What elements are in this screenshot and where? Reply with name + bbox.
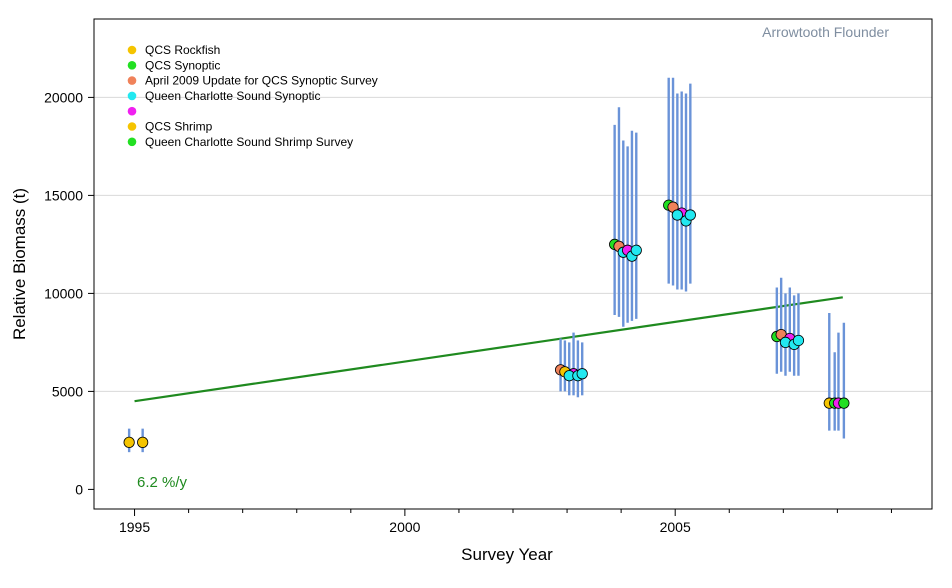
chart-title: Arrowtooth Flounder bbox=[762, 24, 889, 40]
y-tick-label: 10000 bbox=[44, 285, 83, 301]
data-point bbox=[838, 397, 850, 409]
legend-marker bbox=[127, 45, 137, 55]
error-bars bbox=[127, 77, 846, 453]
trend-rate-label: 6.2 %/y bbox=[137, 474, 188, 491]
legend-label: Queen Charlotte Sound Synoptic bbox=[145, 89, 320, 103]
data-points bbox=[123, 199, 850, 448]
y-tick-label: 15000 bbox=[44, 187, 83, 203]
data-point bbox=[792, 334, 805, 347]
axes: 0 5000 10000 15000 20000 1995 2000 2005 bbox=[44, 89, 892, 535]
data-point bbox=[137, 436, 149, 448]
data-point bbox=[123, 436, 135, 448]
trend-line-group bbox=[134, 296, 843, 403]
legend-marker bbox=[127, 137, 137, 147]
x-tick-label: 2000 bbox=[389, 519, 420, 535]
x-axis-label: Survey Year bbox=[461, 545, 553, 564]
legend-marker bbox=[127, 76, 137, 85]
legend-label: QCS Shrimp bbox=[145, 120, 213, 134]
legend-label: Queen Charlotte Sound Shrimp Survey bbox=[145, 135, 353, 149]
y-tick-label: 20000 bbox=[44, 89, 83, 105]
legend-label: QCS Synoptic bbox=[145, 58, 220, 72]
y-tick-label: 0 bbox=[75, 481, 83, 497]
x-tick-label: 1995 bbox=[119, 519, 150, 535]
legend-label: QCS Rockfish bbox=[145, 43, 220, 57]
x-tick-label: 2005 bbox=[660, 519, 691, 535]
data-point bbox=[684, 209, 696, 221]
legend-label: April 2009 Update for QCS Synoptic Surve… bbox=[145, 74, 378, 88]
data-point bbox=[630, 244, 642, 256]
grid-lines bbox=[94, 96, 932, 392]
legend-marker bbox=[127, 122, 137, 131]
y-axis-label: Relative Biomass (t) bbox=[10, 188, 29, 340]
trend-line bbox=[134, 296, 843, 403]
data-point bbox=[576, 368, 588, 380]
y-tick-label: 5000 bbox=[52, 383, 83, 399]
legend-marker bbox=[127, 106, 137, 116]
data-point bbox=[671, 209, 683, 221]
legend-marker bbox=[127, 61, 137, 70]
legend-marker bbox=[127, 91, 137, 101]
